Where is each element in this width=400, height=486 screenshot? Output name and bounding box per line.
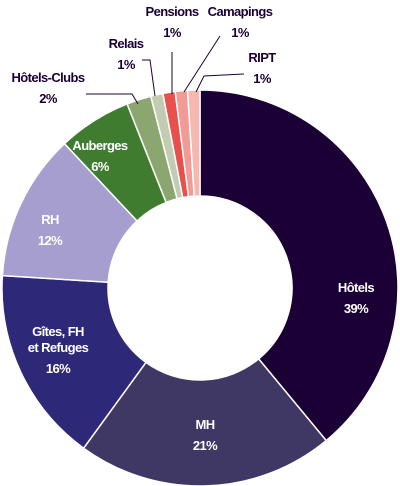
donut-slice xyxy=(199,89,399,442)
value-label: 2% xyxy=(39,91,58,106)
category-label-line: RH xyxy=(41,212,59,227)
category-label: Hôtels xyxy=(338,280,375,295)
leader-line xyxy=(142,59,156,97)
category-label: Gîtes, FH et Refuges xyxy=(28,324,89,355)
value-label: 6% xyxy=(91,159,110,174)
category-label-line: RIPT xyxy=(248,50,276,65)
category-label-line: Gîtes, FH xyxy=(32,324,84,339)
donut-slice xyxy=(186,89,201,197)
category-label-line: Hôtels-Clubs xyxy=(12,70,85,85)
category-label-line: Pensions xyxy=(146,4,199,19)
category-label: RH xyxy=(41,212,59,227)
category-label: Pensions xyxy=(146,4,199,19)
leader-line xyxy=(183,35,221,93)
value-label: 1% xyxy=(231,25,250,40)
donut-slice xyxy=(82,357,328,486)
value-label: 21% xyxy=(193,438,218,453)
category-label-line: MH xyxy=(195,417,214,432)
category-label-line: Hôtels xyxy=(338,280,375,295)
category-label: MH xyxy=(195,417,214,432)
category-label-line: Auberges xyxy=(72,138,128,153)
value-label: 1% xyxy=(163,25,182,40)
category-label: Hôtels-Clubs xyxy=(12,70,85,85)
category-label-line: et Refuges xyxy=(28,340,89,355)
category-label-line: Camapings xyxy=(208,4,273,19)
category-label: Auberges xyxy=(72,138,128,153)
category-label: RIPT xyxy=(248,50,276,65)
value-label: 39% xyxy=(344,301,369,316)
donut-slice xyxy=(1,274,147,450)
value-label: 16% xyxy=(46,361,71,376)
value-label: 1% xyxy=(117,57,136,72)
leader-line xyxy=(195,73,245,93)
category-label: Camapings xyxy=(208,4,273,19)
category-label-line: Relais xyxy=(109,36,144,51)
category-label: Relais xyxy=(109,36,144,51)
value-label: 1% xyxy=(253,71,272,86)
value-label: 12% xyxy=(38,233,63,248)
leader-line xyxy=(86,93,139,105)
